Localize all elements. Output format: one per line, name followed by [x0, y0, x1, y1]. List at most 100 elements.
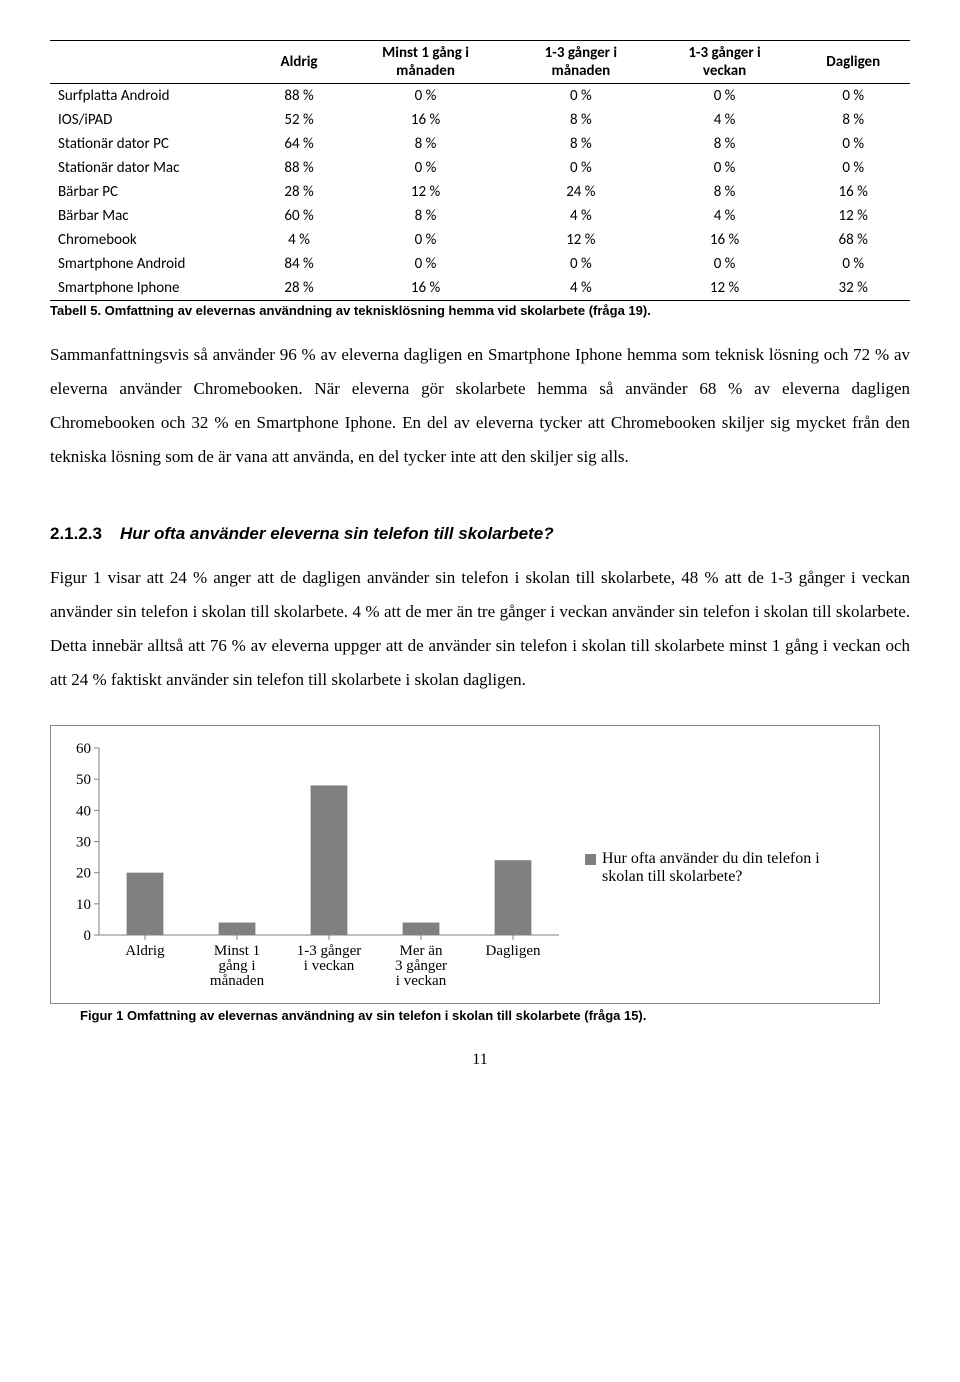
table-row: Smartphone Iphone28 %16 %4 %12 %32 % [50, 276, 910, 301]
table-row: Stationär dator PC64 %8 %8 %8 %0 % [50, 132, 910, 156]
table-cell: 0 % [796, 156, 910, 180]
table-cell: 88 % [256, 84, 342, 109]
svg-text:Minst 1: Minst 1 [214, 943, 260, 959]
table-cell: 8 % [796, 108, 910, 132]
table-cell: 24 % [509, 180, 653, 204]
table-row: Bärbar PC28 %12 %24 %8 %16 % [50, 180, 910, 204]
svg-text:Dagligen: Dagligen [486, 943, 541, 959]
table-cell: 88 % [256, 156, 342, 180]
section-title: Hur ofta använder eleverna sin telefon t… [120, 524, 554, 543]
table-cell: 12 % [796, 204, 910, 228]
table-cell: 0 % [653, 84, 797, 109]
table-cell: 0 % [796, 132, 910, 156]
table-cell: 0 % [509, 252, 653, 276]
table-cell: 12 % [342, 180, 509, 204]
paragraph-summary: Sammanfattningsvis så använder 96 % av e… [50, 338, 910, 474]
table-row: Bärbar Mac60 %8 %4 %4 %12 % [50, 204, 910, 228]
table-header-cell: 1-3 gånger imånaden [509, 41, 653, 84]
table-cell: 0 % [796, 84, 910, 109]
table-row: Smartphone Android84 %0 %0 %0 %0 % [50, 252, 910, 276]
svg-text:10: 10 [76, 897, 91, 913]
svg-text:1-3 gånger: 1-3 gånger [297, 943, 362, 959]
table-cell: 0 % [342, 156, 509, 180]
svg-text:40: 40 [76, 803, 91, 819]
table-cell: 0 % [509, 156, 653, 180]
chart-legend: Hur ofta använder du din telefon i skola… [585, 850, 865, 886]
svg-text:20: 20 [76, 866, 91, 882]
page-number: 11 [50, 1051, 910, 1069]
svg-text:i veckan: i veckan [396, 973, 447, 989]
table-header-cell: 1-3 gånger iveckan [653, 41, 797, 84]
table-header-cell: Aldrig [256, 41, 342, 84]
table-cell: 16 % [796, 180, 910, 204]
table-cell: 16 % [342, 276, 509, 301]
table-cell: 0 % [342, 252, 509, 276]
table-cell: Smartphone Android [50, 252, 256, 276]
svg-text:60: 60 [76, 741, 91, 757]
table-cell: 52 % [256, 108, 342, 132]
table-header-cell: Minst 1 gång imånaden [342, 41, 509, 84]
table-cell: 0 % [342, 84, 509, 109]
table-cell: 64 % [256, 132, 342, 156]
table-cell: 8 % [653, 132, 797, 156]
table-cell: Stationär dator PC [50, 132, 256, 156]
table-cell: Chromebook [50, 228, 256, 252]
table-cell: IOS/iPAD [50, 108, 256, 132]
table-cell: 0 % [342, 228, 509, 252]
table-cell: 12 % [509, 228, 653, 252]
table-cell: 68 % [796, 228, 910, 252]
table-cell: 4 % [653, 108, 797, 132]
svg-text:30: 30 [76, 835, 91, 851]
table-row: Surfplatta Android88 %0 %0 %0 %0 % [50, 84, 910, 109]
svg-text:3 gånger: 3 gånger [395, 958, 447, 974]
table-cell: 28 % [256, 276, 342, 301]
table-cell: Surfplatta Android [50, 84, 256, 109]
svg-text:0: 0 [84, 928, 92, 944]
table-row: Stationär dator Mac88 %0 %0 %0 %0 % [50, 156, 910, 180]
table-cell: 12 % [653, 276, 797, 301]
table-header-cell: Dagligen [796, 41, 910, 84]
table-cell: 60 % [256, 204, 342, 228]
table-cell: 84 % [256, 252, 342, 276]
table-cell: Stationär dator Mac [50, 156, 256, 180]
svg-text:gång i: gång i [218, 958, 255, 974]
table-cell: 0 % [796, 252, 910, 276]
bar-chart: 0 10 20 30 40 50 60 Aldrig Minst 1gång imånaden 1… [65, 740, 565, 995]
svg-text:50: 50 [76, 772, 91, 788]
usage-table: AldrigMinst 1 gång imånaden1-3 gånger im… [50, 40, 910, 301]
table-cell: 0 % [509, 84, 653, 109]
table-cell: 4 % [653, 204, 797, 228]
table-cell: 8 % [509, 132, 653, 156]
table-header-cell [50, 41, 256, 84]
table-cell: 8 % [342, 204, 509, 228]
svg-text:månaden: månaden [210, 973, 265, 989]
table-body: Surfplatta Android88 %0 %0 %0 %0 %IOS/iP… [50, 84, 910, 301]
paragraph-figure-intro: Figur 1 visar att 24 % anger att de dagl… [50, 561, 910, 697]
legend-label: Hur ofta använder du din telefon i skola… [602, 850, 865, 886]
table-cell: 0 % [653, 252, 797, 276]
table-cell: 8 % [509, 108, 653, 132]
table-cell: Smartphone Iphone [50, 276, 256, 301]
section-heading: 2.1.2.3 Hur ofta använder eleverna sin te… [50, 524, 910, 544]
svg-text:Aldrig: Aldrig [125, 943, 165, 959]
table-cell: 16 % [342, 108, 509, 132]
table-cell: 4 % [256, 228, 342, 252]
table-header-row: AldrigMinst 1 gång imånaden1-3 gånger im… [50, 41, 910, 84]
section-number: 2.1.2.3 [50, 524, 102, 543]
table-row: Chromebook4 %0 %12 %16 %68 % [50, 228, 910, 252]
table-cell: 8 % [653, 180, 797, 204]
table-cell: 32 % [796, 276, 910, 301]
svg-text:i veckan: i veckan [304, 958, 355, 974]
svg-text:Mer än: Mer än [400, 943, 443, 959]
table-row: IOS/iPAD52 %16 %8 %4 %8 % [50, 108, 910, 132]
table-cell: 16 % [653, 228, 797, 252]
table-cell: Bärbar Mac [50, 204, 256, 228]
table-cell: 4 % [509, 276, 653, 301]
table-cell: Bärbar PC [50, 180, 256, 204]
legend-swatch [585, 854, 596, 865]
figure-caption: Figur 1 Omfattning av elevernas användni… [50, 1008, 910, 1023]
table-cell: 4 % [509, 204, 653, 228]
table-cell: 8 % [342, 132, 509, 156]
table-caption: Tabell 5. Omfattning av elevernas använd… [50, 303, 910, 318]
table-cell: 0 % [653, 156, 797, 180]
